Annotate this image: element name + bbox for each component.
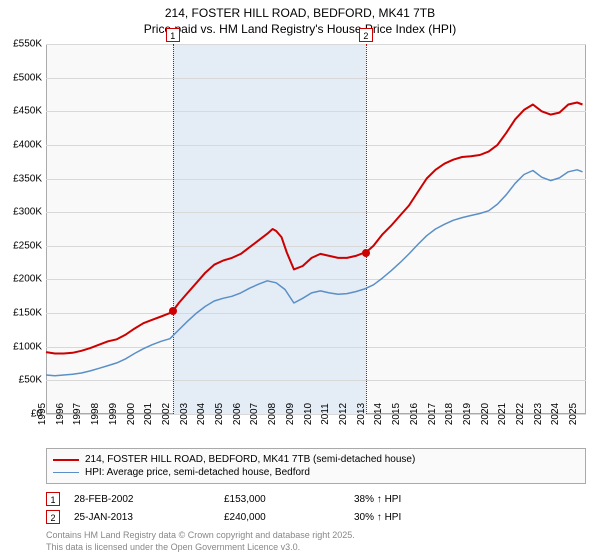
x-tick-label: 2005	[212, 403, 225, 425]
sale-point	[362, 249, 370, 257]
y-tick-label: £300K	[13, 207, 46, 218]
y-tick-label: £350K	[13, 173, 46, 184]
legend-label: HPI: Average price, semi-detached house,…	[85, 467, 310, 478]
y-tick-label: £450K	[13, 106, 46, 117]
chart-container: 214, FOSTER HILL ROAD, BEDFORD, MK41 7TB…	[0, 0, 600, 560]
x-tick-label: 2017	[424, 403, 437, 425]
x-tick-label: 2025	[566, 403, 579, 425]
plot-area: 12 £0£50K£100K£150K£200K£250K£300K£350K£…	[46, 44, 586, 414]
x-tick-label: 2004	[194, 403, 207, 425]
y-tick-label: £500K	[13, 72, 46, 83]
sale-date: 28-FEB-2002	[74, 494, 224, 505]
legend-swatch	[53, 472, 79, 473]
sale-hpi: 38% ↑ HPI	[354, 494, 586, 505]
title-line1: 214, FOSTER HILL ROAD, BEDFORD, MK41 7TB	[165, 6, 435, 20]
footer-attribution: Contains HM Land Registry data © Crown c…	[46, 530, 355, 553]
footer-line2: This data is licensed under the Open Gov…	[46, 542, 300, 552]
legend: 214, FOSTER HILL ROAD, BEDFORD, MK41 7TB…	[46, 448, 586, 484]
x-tick-label: 2013	[354, 403, 367, 425]
line-series	[46, 44, 586, 414]
x-tick-label: 2021	[495, 403, 508, 425]
legend-label: 214, FOSTER HILL ROAD, BEDFORD, MK41 7TB…	[85, 454, 415, 465]
x-tick-label: 2024	[548, 403, 561, 425]
x-tick-label: 1996	[53, 403, 66, 425]
y-tick-label: £150K	[13, 308, 46, 319]
title-line2: Price paid vs. HM Land Registry's House …	[144, 22, 456, 36]
legend-item: HPI: Average price, semi-detached house,…	[53, 466, 579, 479]
x-tick-label: 2007	[247, 403, 260, 425]
y-tick-label: £250K	[13, 240, 46, 251]
legend-item: 214, FOSTER HILL ROAD, BEDFORD, MK41 7TB…	[53, 453, 579, 466]
x-tick-label: 1995	[35, 403, 48, 425]
sales-table: 1 28-FEB-2002 £153,000 38% ↑ HPI 2 25-JA…	[46, 490, 586, 526]
footer-line1: Contains HM Land Registry data © Crown c…	[46, 530, 355, 540]
x-tick-label: 2003	[177, 403, 190, 425]
chart-title: 214, FOSTER HILL ROAD, BEDFORD, MK41 7TB…	[0, 0, 600, 37]
x-tick-label: 2010	[300, 403, 313, 425]
x-tick-label: 1997	[70, 403, 83, 425]
x-tick-label: 1998	[88, 403, 101, 425]
sale-hpi: 30% ↑ HPI	[354, 512, 586, 523]
x-tick-label: 2019	[460, 403, 473, 425]
legend-swatch	[53, 459, 79, 461]
sale-date: 25-JAN-2013	[74, 512, 224, 523]
x-tick-label: 2020	[477, 403, 490, 425]
marker-label: 1	[166, 28, 180, 42]
y-tick-label: £50K	[19, 375, 46, 386]
x-tick-label: 2022	[513, 403, 526, 425]
x-tick-label: 2023	[531, 403, 544, 425]
x-tick-label: 2011	[319, 403, 332, 425]
y-tick-label: £100K	[13, 341, 46, 352]
x-tick-label: 2008	[265, 403, 278, 425]
x-tick-label: 2001	[141, 403, 154, 425]
y-tick-label: £200K	[13, 274, 46, 285]
sale-index-box: 2	[46, 510, 60, 524]
sale-index-box: 1	[46, 492, 60, 506]
sale-price: £153,000	[224, 494, 354, 505]
sale-point	[169, 307, 177, 315]
y-tick-label: £550K	[13, 39, 46, 50]
sale-row: 2 25-JAN-2013 £240,000 30% ↑ HPI	[46, 508, 586, 526]
marker-label: 2	[359, 28, 373, 42]
x-tick-label: 2002	[159, 403, 172, 425]
sale-row: 1 28-FEB-2002 £153,000 38% ↑ HPI	[46, 490, 586, 508]
x-tick-label: 2016	[407, 403, 420, 425]
x-tick-label: 2006	[230, 403, 243, 425]
x-tick-label: 2000	[123, 403, 136, 425]
x-tick-label: 2018	[442, 403, 455, 425]
sale-price: £240,000	[224, 512, 354, 523]
x-tick-label: 2014	[371, 403, 384, 425]
y-tick-label: £400K	[13, 139, 46, 150]
x-tick-label: 1999	[106, 403, 119, 425]
x-tick-label: 2009	[283, 403, 296, 425]
x-tick-label: 2012	[336, 403, 349, 425]
x-tick-label: 2015	[389, 403, 402, 425]
